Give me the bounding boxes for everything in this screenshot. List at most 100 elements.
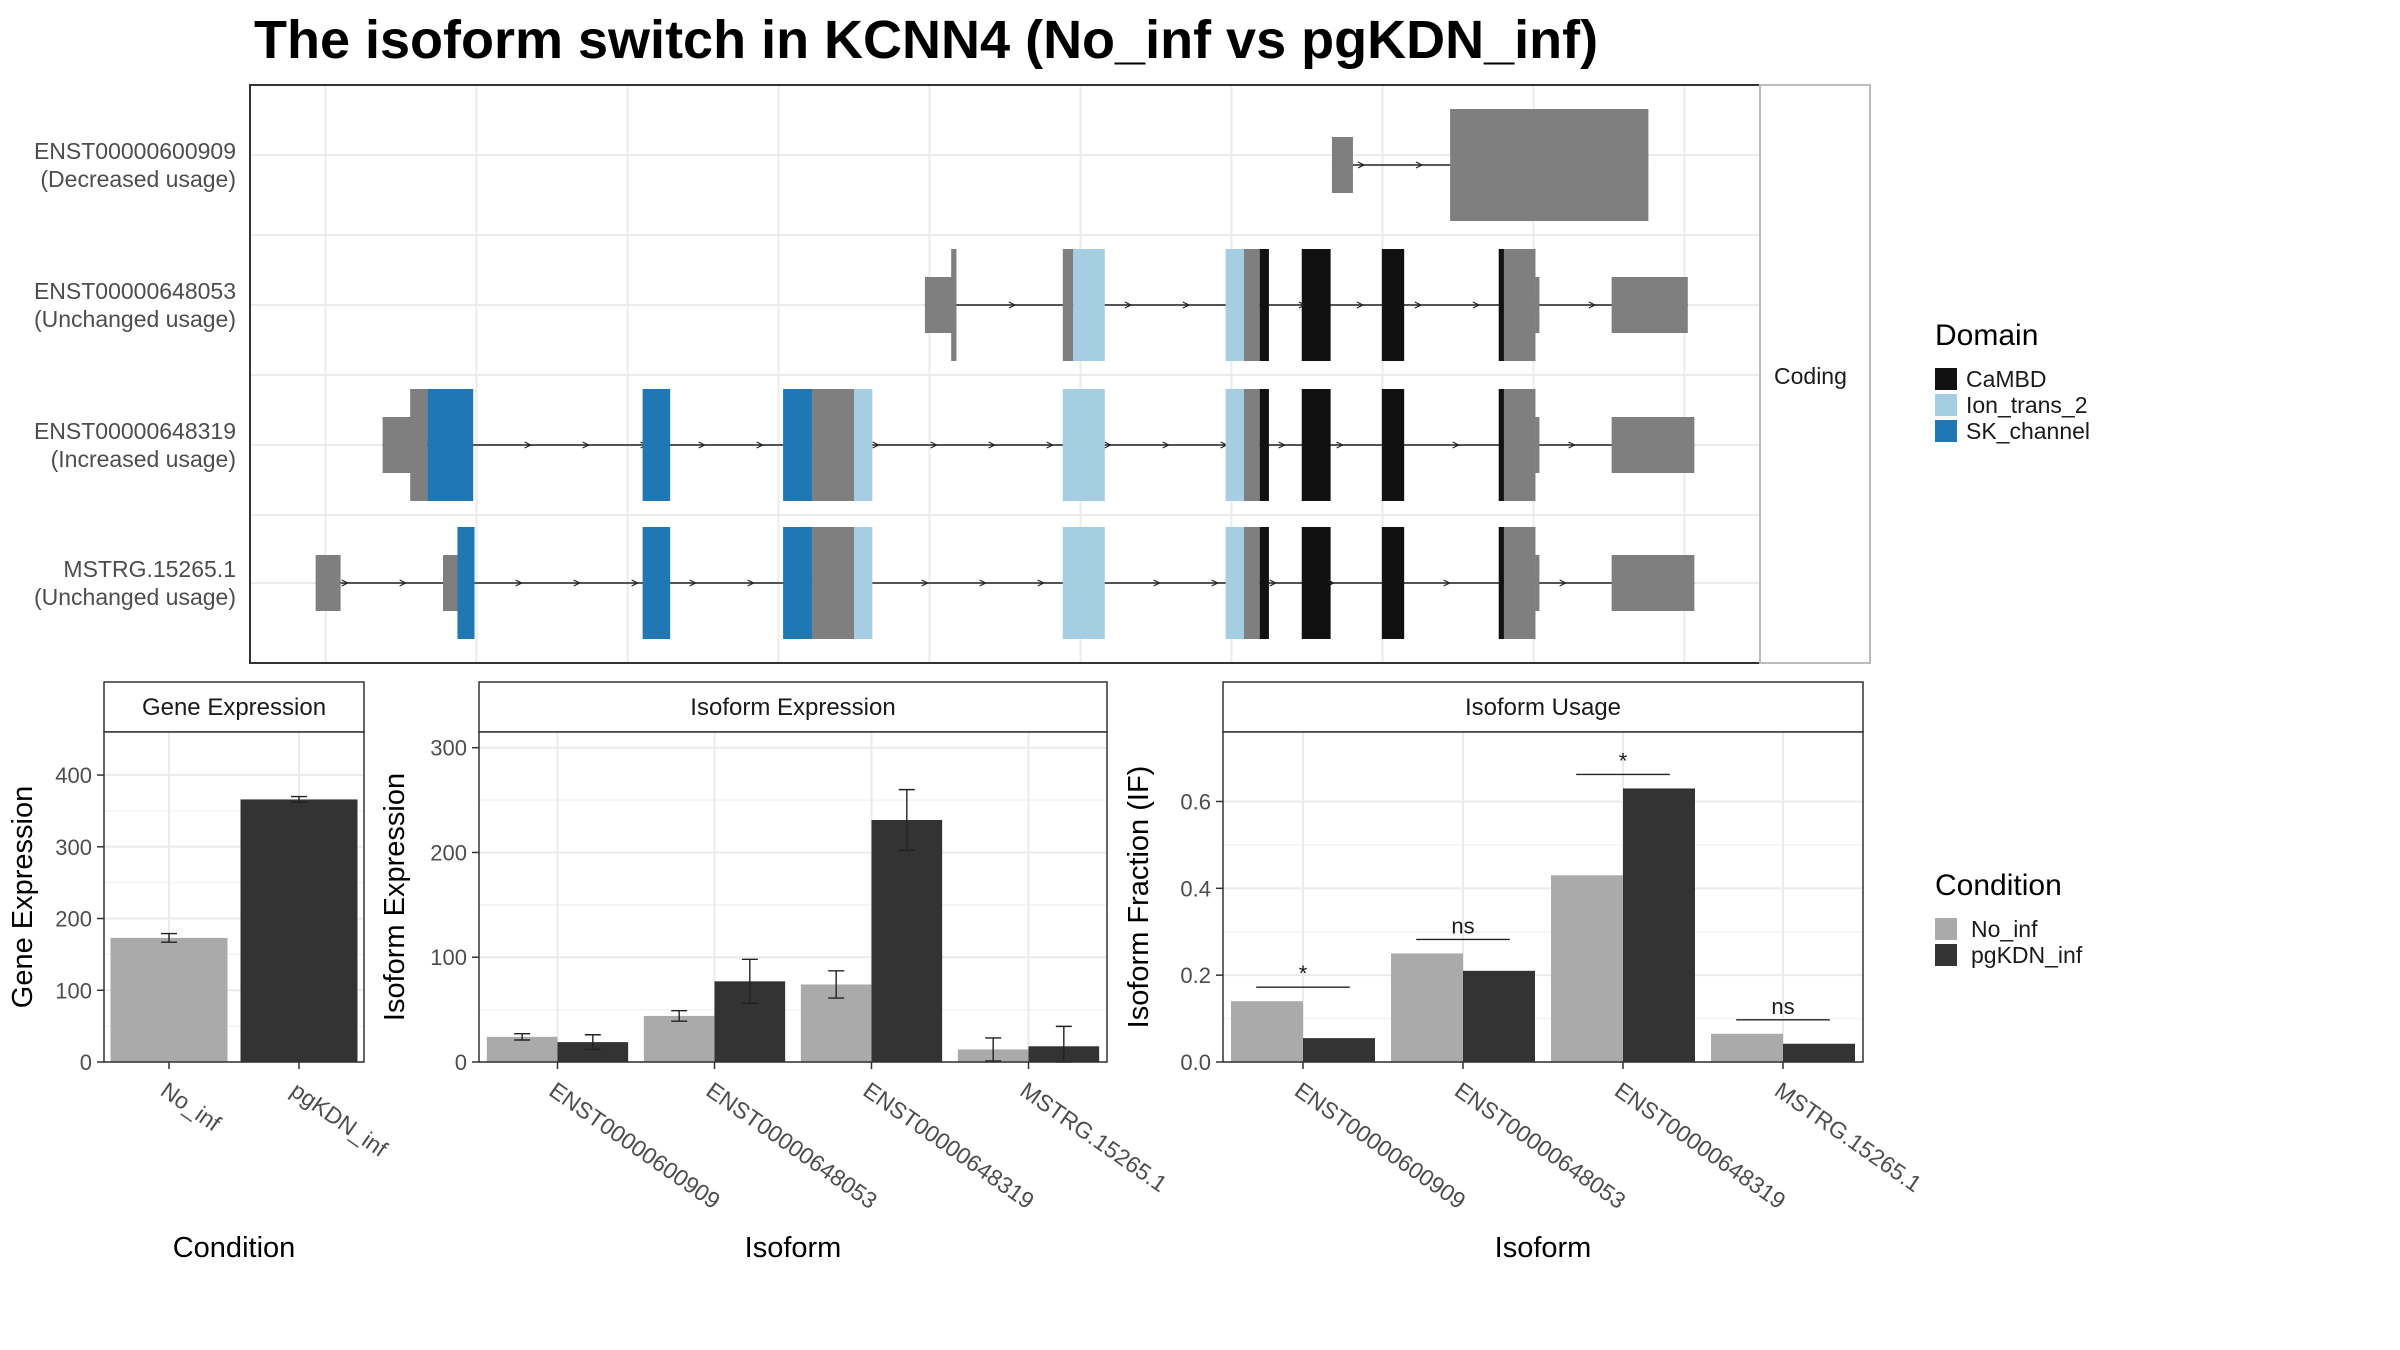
exon-utr <box>315 555 341 611</box>
condition-legend-key <box>1935 944 1957 966</box>
significance-label: ns <box>1771 994 1794 1019</box>
error-bar <box>671 1009 688 1022</box>
exon-cambd <box>1301 527 1331 639</box>
exon-sk_channel <box>783 389 812 501</box>
exon-utr <box>382 417 415 473</box>
isoform-id-label: MSTRG.15265.1 <box>63 556 236 582</box>
bar <box>1303 1038 1375 1062</box>
domain-legend-key <box>1935 368 1957 390</box>
exon-sk_channel <box>642 389 671 501</box>
domain-legend-label: SK_channel <box>1966 418 2090 444</box>
x-tick-label: ENST00000648053 <box>702 1077 882 1214</box>
panel-border <box>1222 731 1864 1063</box>
bar <box>1391 953 1463 1062</box>
intron-arrow <box>979 579 987 587</box>
intron-arrow <box>872 441 880 449</box>
isoform-id-label: ENST00000600909 <box>34 138 236 164</box>
intron-arrow <box>1124 301 1133 309</box>
exon-cds <box>1503 249 1536 361</box>
intron-arrow <box>524 441 532 449</box>
exon-cambd <box>1259 389 1269 501</box>
facet-strip-label: Coding <box>1774 363 1847 389</box>
intron-arrow <box>1037 579 1045 587</box>
intron-arrow <box>988 441 996 449</box>
exon-cds <box>811 389 854 501</box>
x-tick-label: ENST00000600909 <box>1290 1077 1470 1214</box>
exon-cambd <box>1498 249 1504 361</box>
intron-arrow <box>1153 579 1161 587</box>
bar <box>486 1036 558 1062</box>
intron-arrow <box>515 579 523 587</box>
intron-arrow <box>747 579 755 587</box>
exon-ion_trans_2 <box>1225 249 1244 361</box>
error-bar <box>161 932 177 943</box>
bar <box>557 1042 629 1062</box>
isoform-usage-label: (Unchanged usage) <box>34 306 236 332</box>
intron-arrow <box>1357 161 1366 169</box>
isoform-id-label: ENST00000648319 <box>34 418 236 444</box>
exon-cds <box>811 527 854 639</box>
y-axis-title: Isoform Expression <box>379 773 411 1021</box>
exon-cambd <box>1301 249 1331 361</box>
exon-cds <box>1243 389 1260 501</box>
exon-sk_channel <box>457 527 475 639</box>
intron-arrow <box>1414 301 1423 309</box>
intron-arrow <box>1162 441 1170 449</box>
intron-arrow <box>1104 441 1112 449</box>
y-axis-title: Isoform Fraction (IF) <box>1123 766 1155 1029</box>
panel-background <box>479 732 1107 1062</box>
exon-cds <box>410 389 428 501</box>
intron-arrow <box>1472 301 1481 309</box>
domain-legend-key <box>1935 420 1957 442</box>
exon-utr <box>1535 417 1540 473</box>
exon-cds <box>1062 249 1074 361</box>
exon-utr <box>1535 555 1540 611</box>
intron-arrow <box>582 441 590 449</box>
x-axis-title: Isoform <box>1495 1232 1592 1264</box>
intron-arrow <box>1559 579 1567 587</box>
intron-arrow <box>1269 579 1277 587</box>
exon-sk_channel <box>783 527 812 639</box>
intron-arrow <box>399 579 407 587</box>
exon-utr <box>1611 417 1695 473</box>
intron-arrow <box>930 441 938 449</box>
y-tick-label: 0.2 <box>1180 963 1211 988</box>
condition-legend-key <box>1935 918 1957 940</box>
panel-border <box>103 731 365 1063</box>
x-tick-label: pgKDN_inf <box>286 1077 393 1162</box>
isoform-usage-label: (Unchanged usage) <box>34 584 236 610</box>
intron-arrow <box>756 441 764 449</box>
y-tick-label: 200 <box>430 840 467 865</box>
intron-arrow <box>1452 441 1460 449</box>
intron-arrow <box>341 579 349 587</box>
intron-arrow <box>1568 441 1576 449</box>
y-tick-label: 400 <box>55 763 92 788</box>
intron-arrow <box>1356 301 1365 309</box>
panel-strip <box>103 681 365 733</box>
significance-label: ns <box>1451 913 1474 938</box>
exon-ion_trans_2 <box>1062 389 1105 501</box>
exon-cds <box>951 249 957 361</box>
gene-expression-panel: Gene Expression 0 100 200 300 400 No_inf pgKDN_… <box>7 681 393 1264</box>
panel-strip <box>1222 681 1864 733</box>
figure-title: The isoform switch in KCNN4 (No_inf vs p… <box>254 10 1598 70</box>
error-bar <box>584 1034 601 1051</box>
exon-cds <box>1503 527 1536 639</box>
exon-cambd <box>1259 249 1269 361</box>
panel-strip <box>478 681 1108 733</box>
panel-strip-label: Gene Expression <box>142 694 326 721</box>
bar <box>1783 1043 1855 1062</box>
bar <box>110 937 228 1062</box>
exon-cds <box>1515 109 1581 221</box>
intron-arrow <box>921 579 929 587</box>
exon-ion_trans_2 <box>1225 389 1244 501</box>
intron-arrow <box>1336 441 1344 449</box>
exon-cds <box>1503 389 1536 501</box>
x-axis-title: Condition <box>173 1232 296 1264</box>
x-tick-label: MSTRG.15265.1 <box>1016 1077 1172 1197</box>
condition-legend-title: Condition <box>1935 869 2062 902</box>
intron-arrow <box>1415 161 1424 169</box>
isoform-usage-panel: Isoform Usage 0.0 0.2 0.4 0.6 * ENST0000060090… <box>1123 681 1926 1264</box>
